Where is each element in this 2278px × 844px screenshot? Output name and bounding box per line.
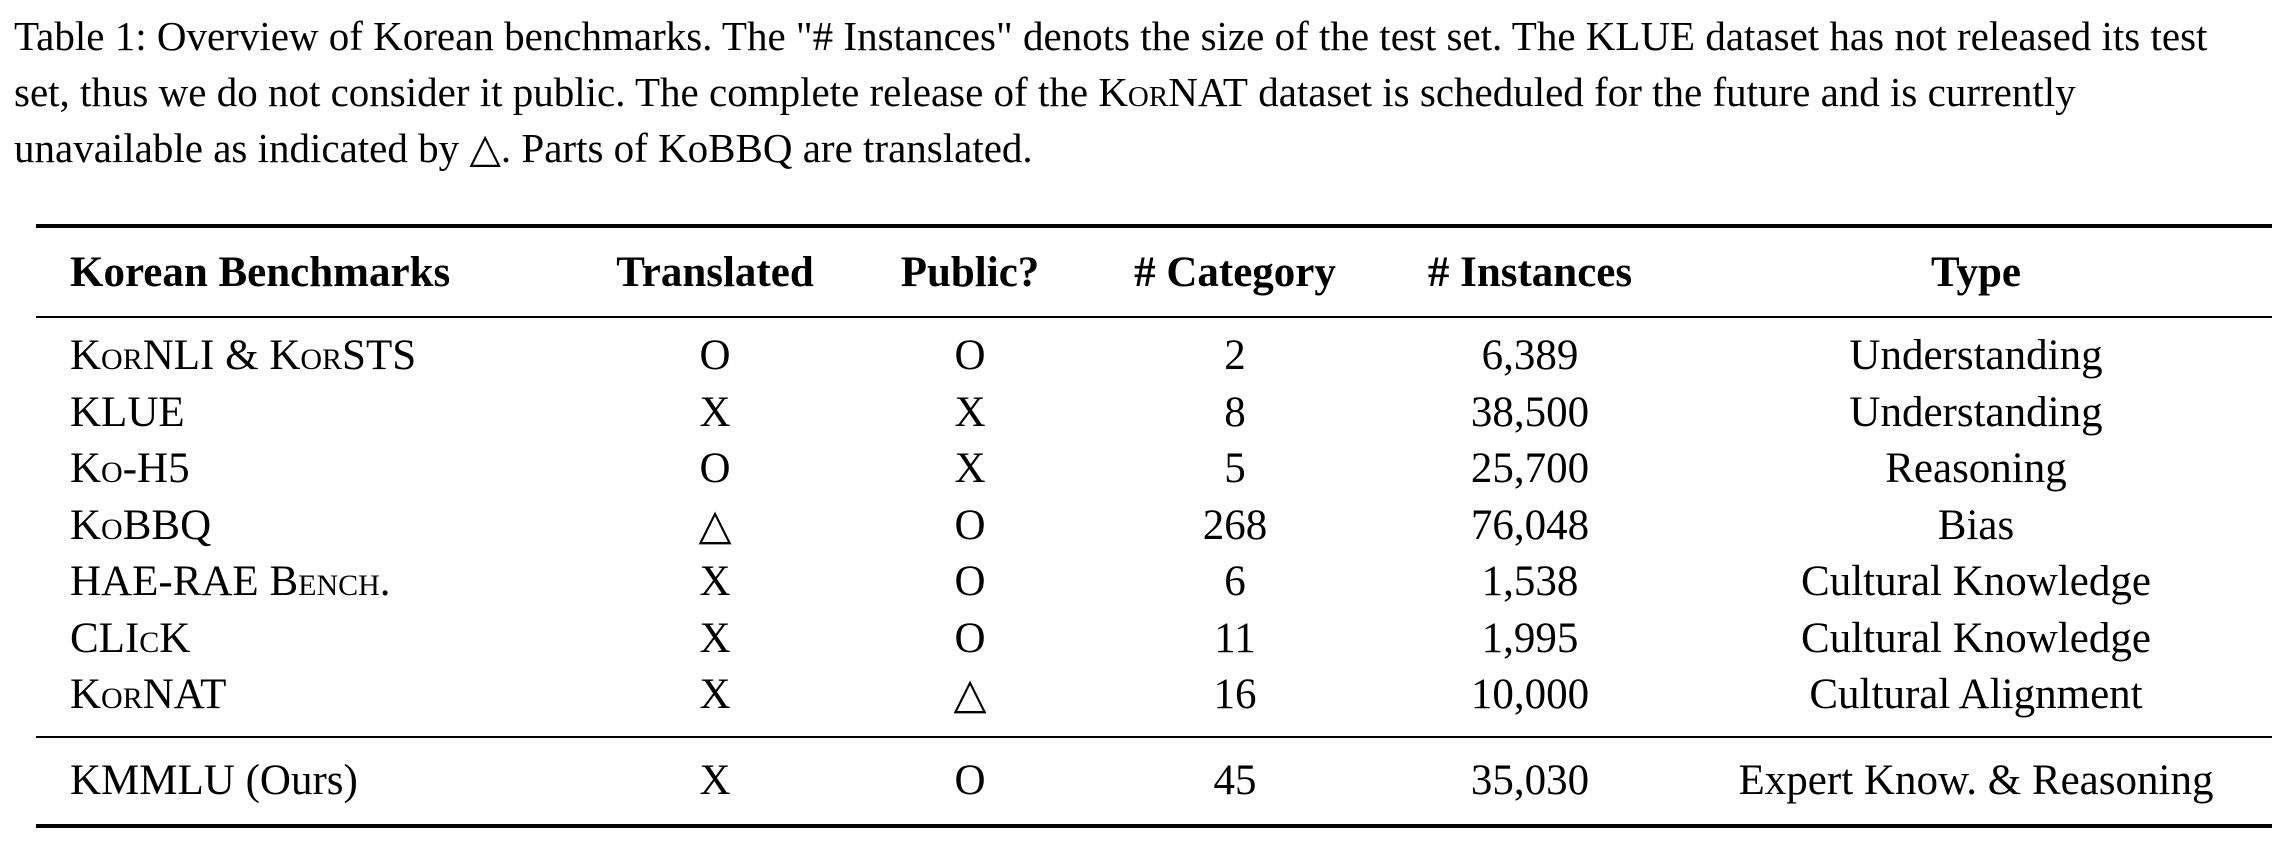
category-cell: 11: [1214, 614, 1256, 662]
instances-cell: 25,700: [1470, 445, 1590, 493]
table-caption: Table 1: Overview of Korean benchmarks. …: [14, 8, 2272, 176]
translated-cell: X: [699, 671, 731, 719]
category-cell: 2: [1224, 332, 1246, 380]
public-cell: O: [954, 558, 986, 606]
benchmark-name: KorNAT: [70, 671, 227, 719]
caption-label: Table 1:: [14, 13, 147, 59]
header-korean-benchmarks: Korean Benchmarks: [70, 248, 451, 296]
caption-text-part1: Overview of Korean benchmarks. The "# In…: [14, 13, 2208, 115]
type-cell: Cultural Knowledge: [1801, 558, 2151, 606]
table-row: KorNLI & KorSTS O O 2 6,389 Understandin…: [36, 317, 2272, 385]
header-instances: # Instances: [1427, 248, 1633, 296]
translated-cell: X: [699, 558, 731, 606]
public-cell: O: [954, 332, 986, 380]
benchmark-name: Ko-H5: [70, 445, 190, 493]
table-row: KorNAT X △ 16 10,000 Cultural Alignment: [36, 667, 2272, 737]
benchmark-table-container: Korean Benchmarks Translated Public? # C…: [36, 224, 2272, 828]
public-cell: O: [954, 614, 986, 662]
instances-cell: 10,000: [1470, 671, 1590, 719]
benchmark-table: Korean Benchmarks Translated Public? # C…: [36, 224, 2272, 828]
benchmark-name: KLUE: [70, 388, 185, 436]
instances-cell: 6,389: [1481, 332, 1579, 380]
header-category: # Category: [1134, 248, 1336, 296]
header-public: Public?: [900, 248, 1040, 296]
instances-cell: 1,995: [1481, 614, 1579, 662]
public-cell: X: [954, 388, 986, 436]
category-cell: 8: [1224, 388, 1246, 436]
type-cell: Understanding: [1849, 332, 2103, 380]
table-row: KoBBQ △ O 268 76,048 Bias: [36, 498, 2272, 555]
translated-cell: △: [698, 501, 732, 549]
public-cell: △: [953, 671, 987, 719]
translated-cell: X: [699, 388, 731, 436]
table-row: Ko-H5 O X 5 25,700 Reasoning: [36, 441, 2272, 498]
category-cell: 6: [1224, 558, 1246, 606]
header-type: Type: [1931, 248, 2021, 296]
table-row: HAE-RAE Bench. X O 6 1,538 Cultural Know…: [36, 554, 2272, 611]
table-row: CLIcK X O 11 1,995 Cultural Knowledge: [36, 611, 2272, 668]
ours-row: KMMLU (Ours) X O 45 35,030 Expert Know. …: [36, 736, 2272, 826]
public-cell: O: [954, 756, 986, 804]
translated-cell: X: [699, 756, 731, 804]
public-cell: O: [954, 501, 986, 549]
category-cell: 45: [1213, 756, 1257, 804]
benchmark-name: KMMLU (Ours): [70, 756, 358, 804]
benchmark-name: KoBBQ: [70, 501, 212, 549]
translated-cell: X: [699, 614, 731, 662]
instances-cell: 1,538: [1481, 558, 1579, 606]
type-cell: Bias: [1937, 501, 2015, 549]
type-cell: Reasoning: [1885, 445, 2067, 493]
type-cell: Expert Know. & Reasoning: [1738, 756, 2214, 804]
header-translated: Translated: [616, 248, 814, 296]
benchmark-name: KorNLI & KorSTS: [70, 332, 417, 380]
public-cell: X: [954, 445, 986, 493]
benchmark-name: CLIcK: [70, 614, 191, 662]
category-cell: 5: [1224, 445, 1246, 493]
category-cell: 16: [1213, 671, 1257, 719]
instances-cell: 38,500: [1470, 388, 1590, 436]
translated-cell: O: [699, 445, 731, 493]
caption-text-part2: dataset is scheduled for the future and …: [14, 69, 2076, 171]
instances-cell: 35,030: [1470, 756, 1590, 804]
caption-kornat: KorNAT: [1098, 69, 1248, 115]
benchmark-rows: KorNLI & KorSTS O O 2 6,389 Understandin…: [36, 317, 2272, 737]
table-row: KLUE X X 8 38,500 Understanding: [36, 385, 2272, 442]
translated-cell: O: [699, 332, 731, 380]
type-cell: Cultural Knowledge: [1801, 614, 2151, 662]
type-cell: Understanding: [1849, 388, 2103, 436]
category-cell: 268: [1202, 501, 1268, 549]
ours-section: KMMLU (Ours) X O 45 35,030 Expert Know. …: [36, 736, 2272, 826]
type-cell: Cultural Alignment: [1809, 671, 2143, 719]
instances-cell: 76,048: [1470, 501, 1590, 549]
benchmark-name: HAE-RAE Bench.: [70, 558, 391, 606]
header-row: Korean Benchmarks Translated Public? # C…: [36, 226, 2272, 317]
